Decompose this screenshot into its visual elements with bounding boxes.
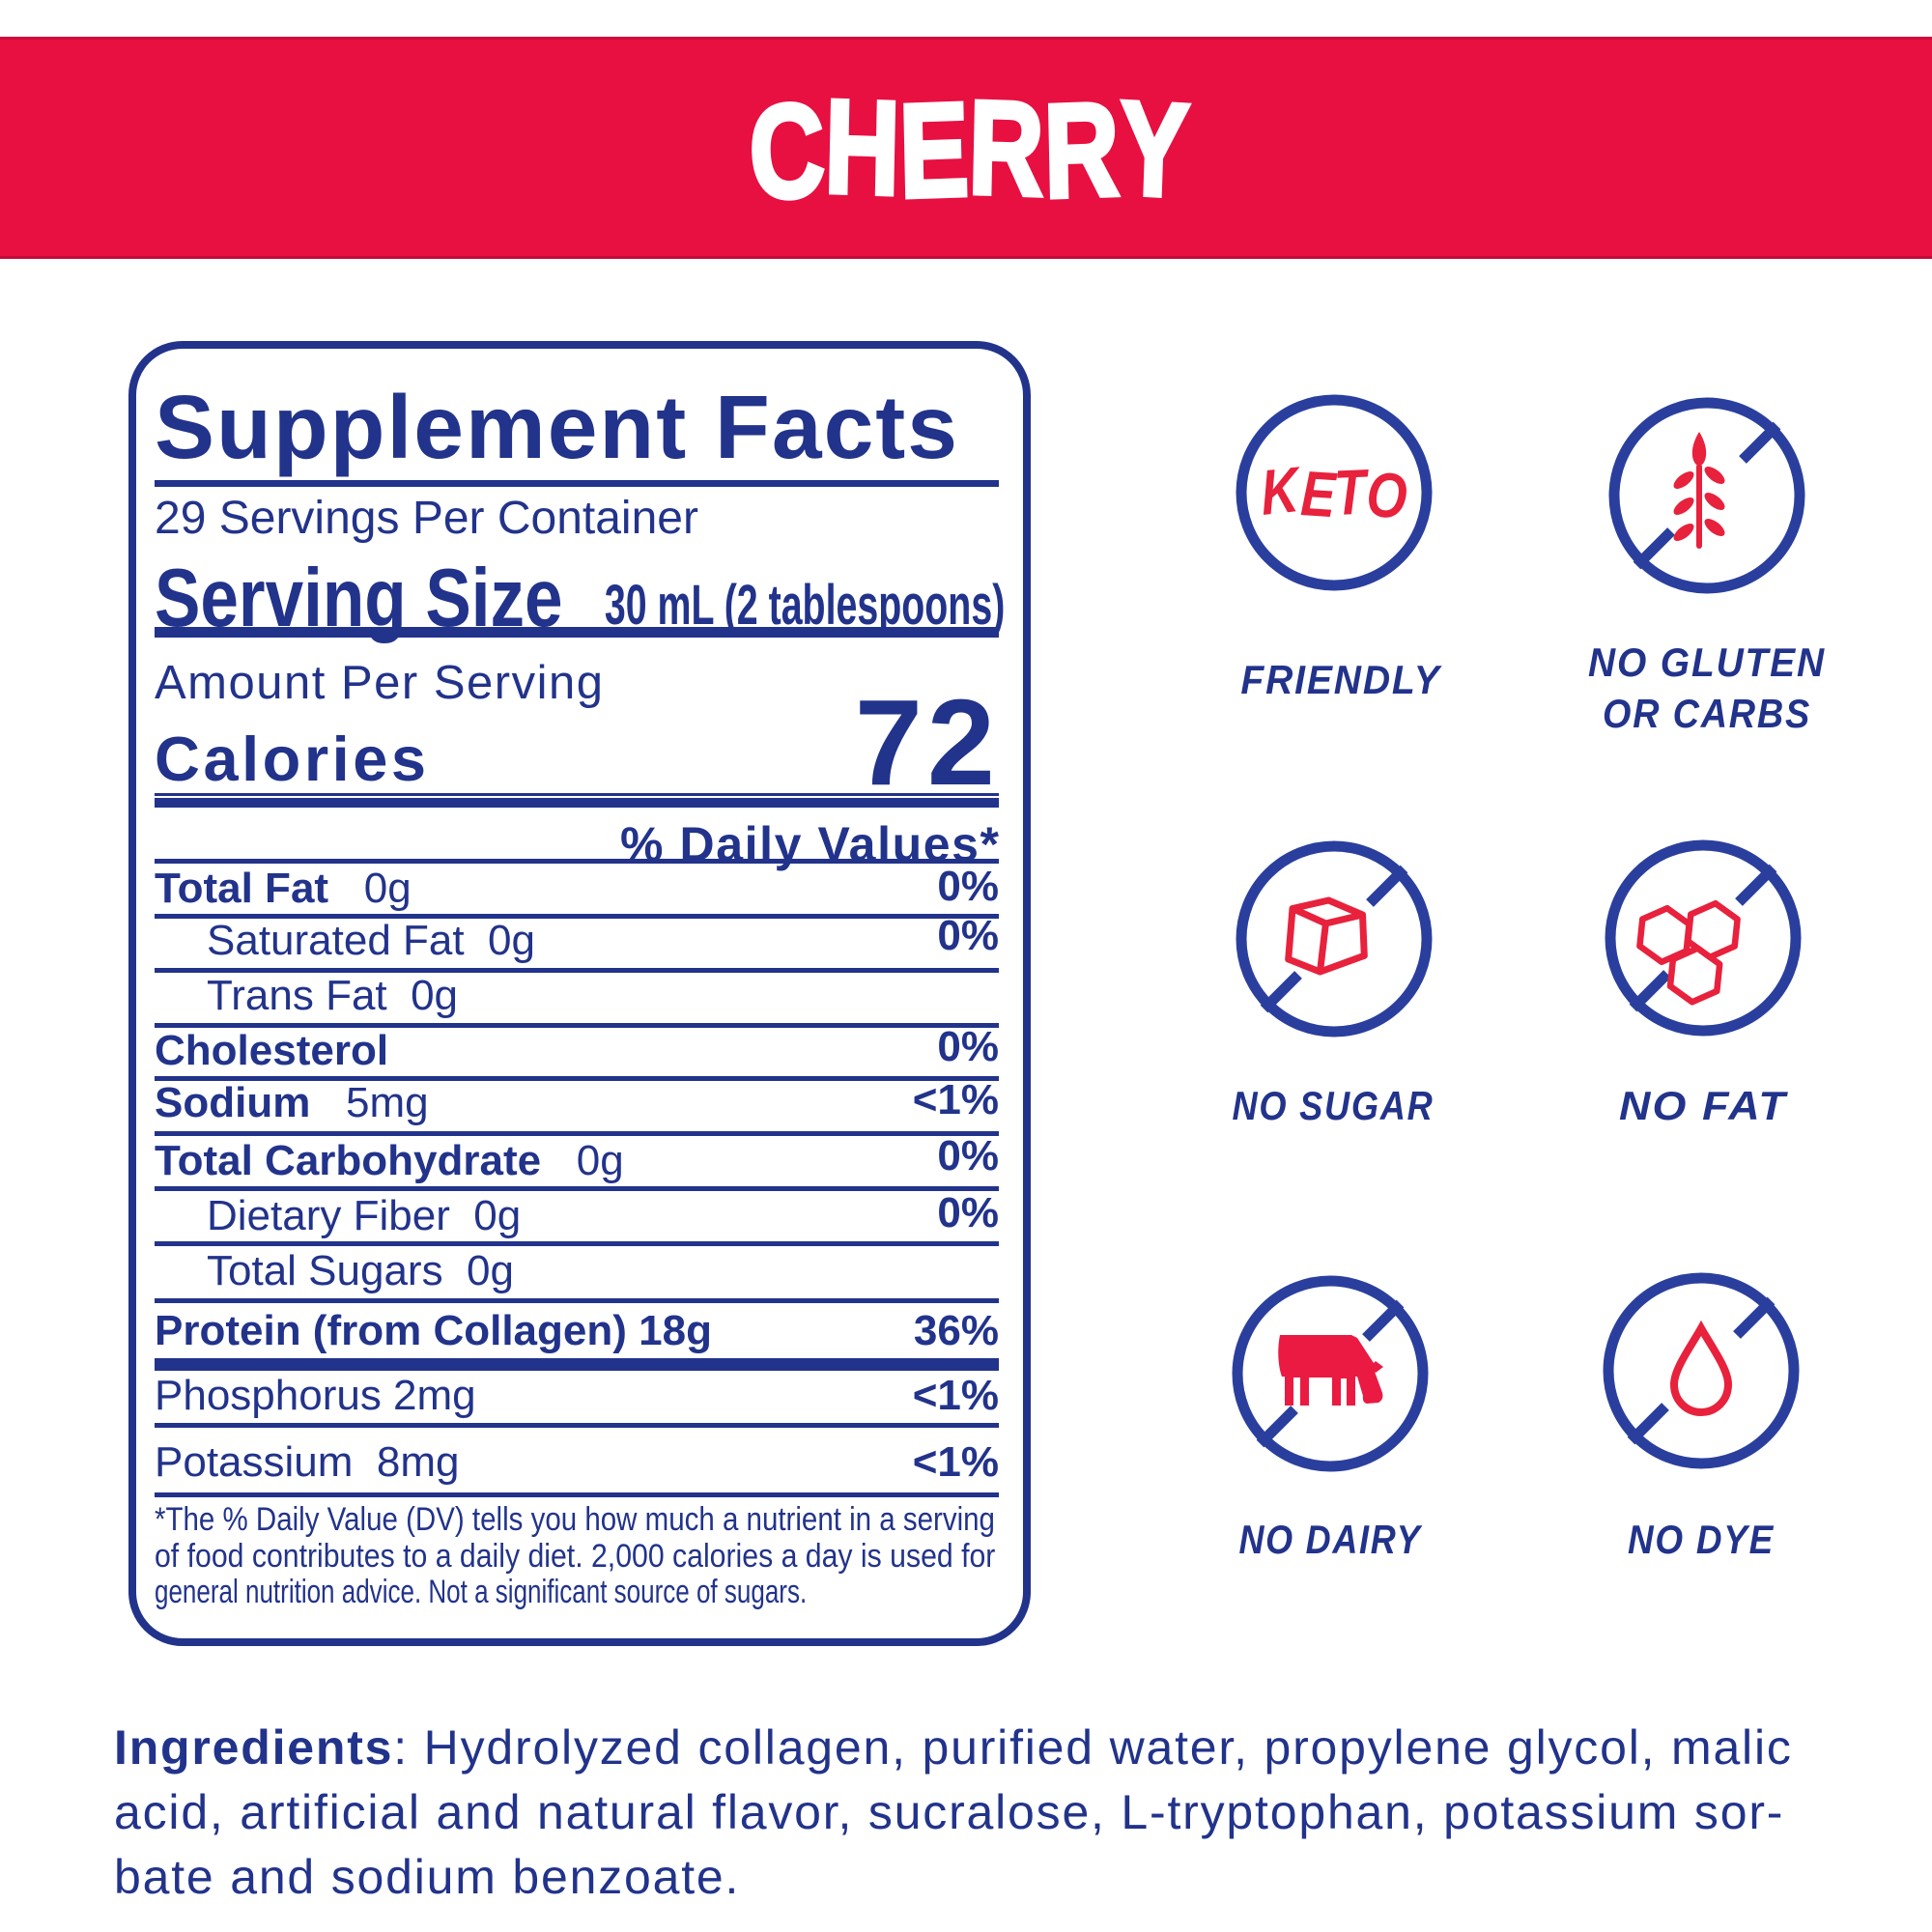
- svg-text:KETO: KETO: [1259, 453, 1409, 533]
